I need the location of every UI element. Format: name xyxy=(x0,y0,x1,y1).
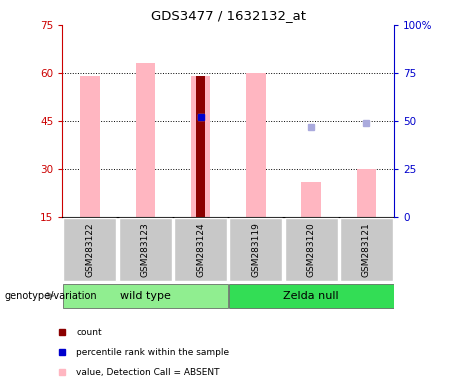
Bar xyxy=(246,73,266,217)
Text: value, Detection Call = ABSENT: value, Detection Call = ABSENT xyxy=(76,367,219,377)
Bar xyxy=(284,218,338,281)
Text: count: count xyxy=(76,328,102,337)
Bar xyxy=(118,218,172,281)
Bar xyxy=(191,76,210,217)
Text: GSM283120: GSM283120 xyxy=(307,222,316,277)
Text: GSM283124: GSM283124 xyxy=(196,222,205,277)
Bar xyxy=(80,76,100,217)
Text: percentile rank within the sample: percentile rank within the sample xyxy=(76,348,229,357)
Text: wild type: wild type xyxy=(120,291,171,301)
Bar xyxy=(63,218,117,281)
Title: GDS3477 / 1632132_at: GDS3477 / 1632132_at xyxy=(151,9,306,22)
Bar xyxy=(229,218,283,281)
Text: GSM283119: GSM283119 xyxy=(251,222,260,277)
Text: GSM283123: GSM283123 xyxy=(141,222,150,277)
Bar xyxy=(301,182,321,217)
Bar xyxy=(340,218,393,281)
Bar xyxy=(357,169,376,217)
Bar xyxy=(136,63,155,217)
Text: GSM283121: GSM283121 xyxy=(362,222,371,277)
Text: Zelda null: Zelda null xyxy=(284,291,339,301)
Bar xyxy=(196,76,205,217)
Bar xyxy=(63,283,228,308)
Bar xyxy=(174,218,227,281)
Text: genotype/variation: genotype/variation xyxy=(5,291,97,301)
Bar xyxy=(229,283,394,308)
Text: GSM283122: GSM283122 xyxy=(85,222,95,277)
